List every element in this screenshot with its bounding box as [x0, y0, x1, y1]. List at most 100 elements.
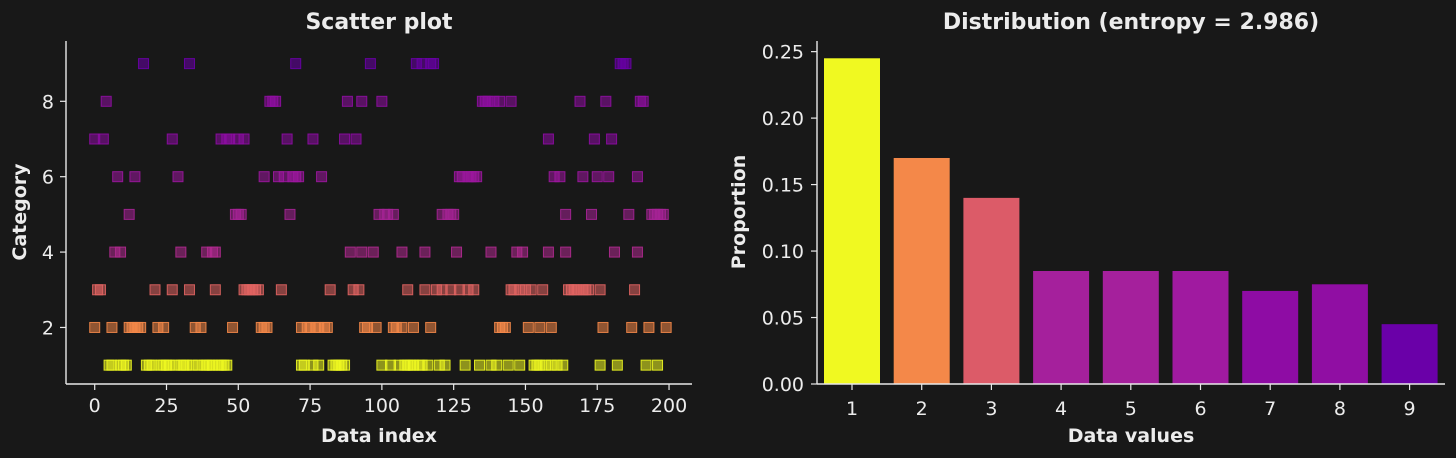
scatter-point: [183, 58, 195, 70]
scatter-point: [123, 208, 135, 220]
scatter-point: [554, 171, 566, 183]
scatter-point: [252, 284, 264, 296]
scatter-point: [356, 246, 368, 258]
bar-plot-area: 1 2 3 4 5 6 7 8 9 0.00 0.05 0.10 0.15 0.20 0.25: [762, 41, 1445, 420]
scatter-point: [631, 246, 643, 258]
scatter-point: [597, 321, 609, 333]
scatter-point: [474, 359, 486, 371]
scatter-point: [577, 171, 589, 183]
bar-y-tick-label: 0.20: [762, 108, 804, 130]
scatter-x-tick-label: 125: [436, 395, 472, 417]
scatter-point: [339, 133, 351, 145]
scatter-point: [588, 133, 600, 145]
scatter-point: [120, 359, 132, 371]
scatter-point: [448, 208, 460, 220]
scatter-point: [149, 284, 161, 296]
bar-1: [824, 58, 880, 384]
bar-x-tick-label: 3: [985, 398, 997, 420]
scatter-point: [522, 321, 534, 333]
scatter-point: [560, 208, 572, 220]
scatter-point: [425, 321, 437, 333]
scatter-point: [542, 246, 554, 258]
bar-ylabel: Proportion: [728, 155, 750, 270]
scatter-point: [485, 246, 497, 258]
scatter-point: [321, 321, 333, 333]
scatter-ylabel: Category: [9, 163, 31, 261]
bar-9: [1381, 324, 1438, 384]
scatter-point: [623, 208, 635, 220]
scatter-x-tick-label: 175: [579, 395, 615, 417]
scatter-point: [537, 284, 549, 296]
scatter-point: [364, 58, 376, 70]
scatter-point: [631, 171, 643, 183]
scatter-point: [652, 359, 664, 371]
scatter-x-tick-label: 0: [89, 395, 101, 417]
scatter-point: [221, 359, 233, 371]
scatter-point: [502, 359, 514, 371]
scatter-point: [100, 95, 112, 107]
scatter-point: [350, 133, 362, 145]
scatter-point: [290, 58, 302, 70]
scatter-point: [626, 321, 638, 333]
scatter-point: [629, 284, 641, 296]
scatter-point: [183, 284, 195, 296]
scatter-point: [459, 359, 471, 371]
scatter-point: [284, 208, 296, 220]
scatter-point: [370, 321, 382, 333]
scatter-point: [585, 208, 597, 220]
scatter-point: [422, 359, 434, 371]
scatter-point: [356, 95, 368, 107]
bar-x-tick-label: 4: [1055, 398, 1067, 420]
scatter-point: [407, 321, 419, 333]
scatter-point: [471, 171, 483, 183]
scatter-point: [97, 133, 109, 145]
scatter-point: [491, 359, 503, 371]
scatter-point: [195, 321, 207, 333]
scatter-point: [376, 95, 388, 107]
scatter-point: [106, 321, 118, 333]
scatter-point: [324, 284, 336, 296]
scatter-point: [316, 171, 328, 183]
scatter-y-tick-label: 2: [42, 317, 54, 339]
scatter-point: [594, 359, 606, 371]
scatter-point: [594, 284, 606, 296]
scatter-xlabel: Data index: [321, 425, 437, 447]
scatter-point: [660, 321, 672, 333]
scatter-point: [608, 246, 620, 258]
scatter-point: [281, 133, 293, 145]
scatter-point: [135, 321, 147, 333]
bar-y-tick-label: 0.00: [762, 374, 804, 396]
scatter-point: [606, 133, 618, 145]
bar-2: [893, 157, 950, 384]
scatter-point: [419, 284, 431, 296]
bar-8: [1311, 284, 1368, 384]
bar-y-tick-label: 0.10: [762, 241, 804, 263]
scatter-point: [560, 246, 572, 258]
bar-7: [1242, 290, 1299, 384]
scatter-point: [261, 321, 273, 333]
scatter-point: [172, 171, 184, 183]
bar-x-tick-label: 6: [1194, 398, 1206, 420]
bar-xlabel: Data values: [1068, 425, 1195, 447]
scatter-point: [514, 359, 526, 371]
bar-x-tick-label: 5: [1125, 398, 1137, 420]
scatter-point: [640, 359, 652, 371]
scatter-point: [583, 284, 595, 296]
scatter-point: [209, 284, 221, 296]
bar-5: [1102, 270, 1159, 384]
scatter-y-tick-label: 8: [42, 91, 54, 113]
scatter-y-tick-label: 4: [42, 242, 54, 264]
bar-x-tick-label: 9: [1404, 398, 1416, 420]
scatter-point: [451, 246, 463, 258]
scatter-point: [307, 133, 319, 145]
scatter-point: [339, 359, 351, 371]
scatter-point: [344, 246, 356, 258]
scatter-x-tick-label: 25: [154, 395, 178, 417]
scatter-point: [166, 133, 178, 145]
bar-x-tick-label: 7: [1264, 398, 1276, 420]
scatter-x-tick-label: 200: [651, 395, 687, 417]
scatter-point: [643, 321, 655, 333]
scatter-point: [115, 246, 127, 258]
